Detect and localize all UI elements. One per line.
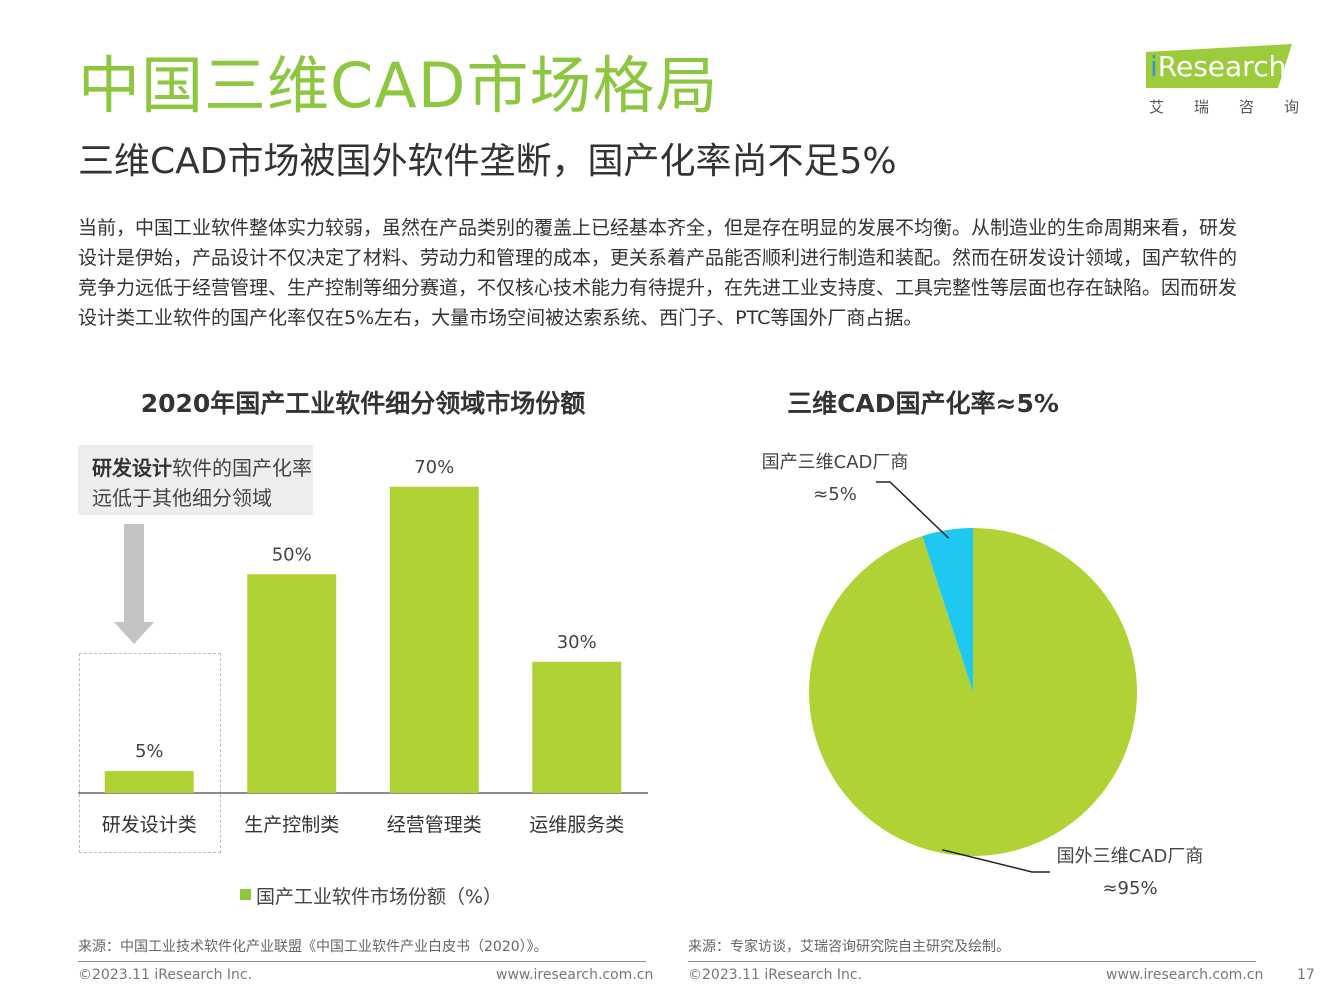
pie-label-domestic: 国产三维CAD厂商 ≈5% — [760, 447, 910, 511]
copyright-right: ©2023.11 iResearch Inc. — [688, 967, 863, 983]
logo-research: Research — [1157, 50, 1287, 83]
bar-chart-title: 2020年国产工业软件细分领域市场份额 — [140, 389, 586, 418]
logo-i: i — [1150, 50, 1158, 83]
bar-1 — [104, 771, 194, 793]
url-right[interactable]: www.iresearch.com.cn — [1106, 967, 1264, 983]
bar-value-label-1: 5% — [135, 741, 164, 762]
pie-label-domestic-value: ≈5% — [813, 484, 857, 505]
logo-cn-2: 瑞 — [1193, 98, 1209, 116]
bar-value-label-2: 50% — [272, 544, 312, 565]
category-label-2: 生产控制类 — [244, 814, 339, 836]
pie-chart — [809, 481, 1137, 873]
copyright-left: ©2023.11 iResearch Inc. — [78, 967, 253, 983]
category-label-1: 研发设计类 — [102, 814, 197, 836]
logo-cn-1: 艾 — [1149, 98, 1165, 116]
legend-label: 国产工业软件市场份额（%） — [256, 886, 503, 908]
highlight-dashed-box — [79, 653, 221, 853]
source-left: 来源：中国工业技术软件化产业联盟《中国工业软件产业白皮书（2020）》。 — [78, 939, 548, 955]
pie-label-foreign: 国外三维CAD厂商 ≈95% — [1054, 841, 1206, 905]
bar-3 — [389, 486, 479, 793]
pie-slice-domestic — [922, 528, 973, 692]
body-paragraph: 当前，中国工业软件整体实力较弱，虽然在产品类别的覆盖上已经基本齐全，但是存在明显… — [78, 217, 1238, 329]
url-left[interactable]: www.iresearch.com.cn — [496, 967, 654, 983]
bar-4 — [532, 661, 622, 793]
logo-wordmark: iResearch — [1150, 50, 1286, 83]
legend-swatch — [240, 889, 251, 900]
logo-cn-3: 咨 — [1238, 98, 1254, 116]
page-number: 17 — [1297, 967, 1315, 983]
leader-line-domestic — [876, 481, 950, 539]
bar-2 — [247, 574, 337, 793]
bar-chart: 5% 研发设计类 50% 生产控制类 70% 经营管理类 30% 运维服务类 — [78, 457, 648, 836]
logo-cn-4: 询 — [1283, 98, 1299, 116]
page-subtitle: 三维CAD市场被国外软件垄断，国产化率尚不足5% — [78, 141, 897, 182]
callout-box: 研发设计软件的国产化率远低于其他细分领域 — [78, 445, 313, 515]
callout-text: 软件的国产化率远低于其他细分领域 — [92, 456, 312, 510]
callout-bold: 研发设计 — [92, 456, 172, 480]
bar-value-label-4: 30% — [557, 632, 597, 653]
category-label-3: 经营管理类 — [387, 814, 482, 836]
category-label-4: 运维服务类 — [529, 814, 624, 836]
leader-line-foreign — [942, 849, 1050, 873]
down-arrow-shaft — [124, 524, 144, 624]
bar-value-label-3: 70% — [414, 457, 454, 478]
pie-chart-title: 三维CAD国产化率≈5% — [787, 389, 1059, 418]
pie-label-foreign-value: ≈95% — [1102, 878, 1158, 899]
pie-label-domestic-name: 国产三维CAD厂商 — [761, 452, 909, 473]
pie-label-foreign-name: 国外三维CAD厂商 — [1056, 846, 1204, 867]
page-title: 中国三维CAD市场格局 — [78, 49, 719, 122]
logo-chinese: 艾 瑞 咨 询 — [1149, 96, 1299, 117]
iresearch-logo — [1146, 44, 1292, 88]
source-right: 来源：专家访谈，艾瑞咨询研究院自主研究及绘制。 — [688, 939, 1010, 955]
footer-rule-left — [78, 961, 646, 962]
footer-rule-right — [688, 961, 1256, 962]
down-arrow-icon — [114, 622, 154, 644]
